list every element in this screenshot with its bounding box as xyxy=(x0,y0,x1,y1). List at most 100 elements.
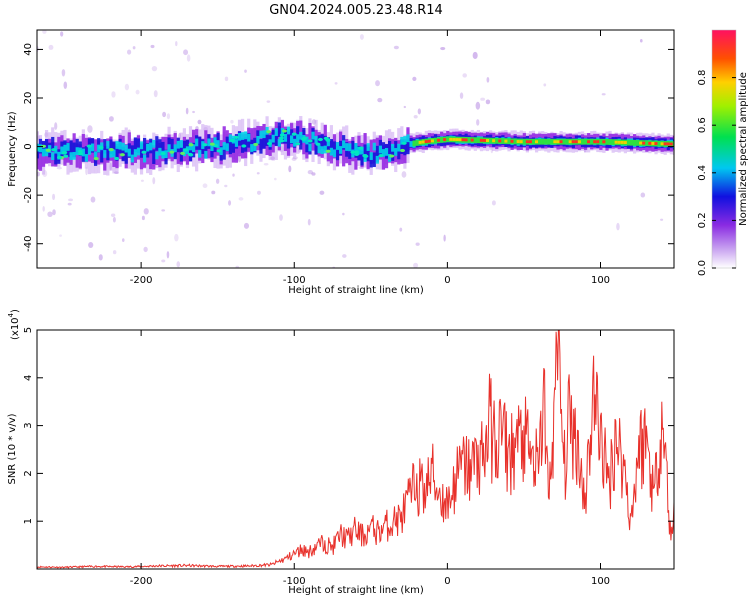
spectrogram-cell xyxy=(158,147,162,156)
spectrogram-core xyxy=(522,138,526,145)
spectrogram-cell xyxy=(311,131,315,140)
spectrogram-cell xyxy=(277,122,281,137)
svg-text:(x104): (x104) xyxy=(7,309,21,340)
spectrogram-cell xyxy=(72,151,76,160)
spectrogram-cell xyxy=(164,136,168,162)
spectrogram-cell xyxy=(381,149,386,157)
spectrogram-peak xyxy=(504,139,508,143)
spectrogram-blob xyxy=(323,136,329,140)
spectrogram-ytick-label: 0 xyxy=(23,143,34,149)
spectrogram-cell xyxy=(198,136,202,152)
spectrogram-cell xyxy=(234,138,239,163)
spectrogram-speckle xyxy=(56,166,62,170)
spectrogram-speckle xyxy=(459,92,464,99)
spectrogram-peak xyxy=(449,137,453,141)
spectrogram-cell xyxy=(124,149,128,164)
spectrogram-cell xyxy=(354,143,358,151)
spectrogram-cell xyxy=(155,151,159,160)
colorbar-label: Normalized spectral amplitude xyxy=(738,72,749,226)
spectrogram-speckle xyxy=(238,197,244,201)
spectrogram-speckle xyxy=(616,222,620,231)
spectrogram-speckle xyxy=(111,91,116,98)
spectrogram-cell xyxy=(146,143,150,152)
spectrogram-speckle xyxy=(319,190,325,195)
spectrogram-blob xyxy=(108,148,114,152)
spectrogram-cell xyxy=(317,145,321,154)
spectrogram-cell xyxy=(72,142,76,158)
spectrogram-cell xyxy=(158,139,162,154)
spectrogram-cell xyxy=(286,126,291,135)
spectrogram-peak xyxy=(427,139,431,143)
spectrogram-cell xyxy=(326,138,330,147)
spectrogram-cell xyxy=(210,143,214,152)
spectrogram-cell xyxy=(366,143,370,151)
spectrogram-cell xyxy=(112,149,116,158)
spectrogram-cell xyxy=(195,137,199,172)
spectrogram-core xyxy=(580,138,585,145)
spectrogram-speckle xyxy=(192,110,195,114)
spectrogram-cell xyxy=(41,140,46,156)
spectrogram-core xyxy=(590,138,594,145)
spectrogram-speckle xyxy=(342,254,347,258)
spectrogram-speckle xyxy=(440,46,446,51)
spectrogram-blob xyxy=(93,157,99,161)
spectrogram-cell xyxy=(342,142,346,167)
colorbar-frame xyxy=(711,29,737,269)
spectrogram-peak xyxy=(651,141,655,145)
snr-series-line xyxy=(37,330,674,569)
spectrogram-speckle xyxy=(48,44,54,50)
spectrogram-cell xyxy=(406,139,410,155)
spectrogram-speckle xyxy=(279,214,283,221)
spectrogram-peak xyxy=(455,138,459,142)
spectrogram-speckle xyxy=(417,108,421,115)
spectrogram-cell xyxy=(75,147,79,156)
spectrogram-cell xyxy=(164,150,168,159)
spectrogram-speckle xyxy=(42,30,47,34)
spectrogram-core xyxy=(636,140,640,146)
spectrogram-cell xyxy=(225,143,229,152)
spectrogram-cell xyxy=(299,134,303,150)
spectrogram-core xyxy=(507,138,511,145)
spectrogram-blob xyxy=(229,138,235,143)
spectrogram-speckle xyxy=(292,156,298,160)
spectrogram-cell xyxy=(90,143,95,152)
spectrogram-cell xyxy=(66,143,70,151)
spectrogram-speckle xyxy=(486,76,490,83)
spectrogram-cell xyxy=(372,142,376,151)
figure-title: GN04.2024.005.23.48.R14 xyxy=(269,3,443,18)
spectrogram-blob xyxy=(279,133,285,137)
colorbar: 0.0 0.2 0.4 0.6 0.8 Normalized spectral ampl… xyxy=(697,29,749,276)
spectrogram-core xyxy=(489,137,493,144)
spectrogram-peak xyxy=(574,140,578,144)
spectrogram-peak xyxy=(458,138,462,142)
spectrogram-cell xyxy=(222,145,226,160)
spectrogram-cell xyxy=(372,139,376,164)
spectrogram-cell xyxy=(332,141,337,156)
spectrogram-blob xyxy=(301,137,307,141)
spectrogram-speckle xyxy=(377,97,383,103)
spectrogram-speckle xyxy=(601,93,606,96)
spectrogram-blob xyxy=(77,149,83,154)
spectrogram-ytick-label: 20 xyxy=(23,92,34,105)
spectrogram-peak xyxy=(666,142,670,146)
spectrogram-cell xyxy=(381,145,386,170)
spectrogram-peak xyxy=(528,140,533,144)
spectrogram-blob xyxy=(401,141,407,145)
spectrogram-cell xyxy=(103,139,107,154)
spectrogram-speckle xyxy=(110,213,116,217)
spectrogram-cell xyxy=(338,146,343,154)
spectrogram-cell xyxy=(314,135,318,144)
spectrogram-speckle xyxy=(140,179,144,182)
spectrogram-speckle xyxy=(183,49,189,56)
spectrogram-cell xyxy=(317,135,321,150)
spectrogram-peak xyxy=(648,141,652,145)
spectrogram-cell xyxy=(149,142,153,151)
spectrogram-speckle xyxy=(403,105,407,109)
spectrogram-cell xyxy=(231,138,235,153)
snr-scale-prefix: (x10 xyxy=(10,317,21,340)
spectrogram-cell xyxy=(38,144,43,153)
spectrogram-cell xyxy=(369,152,373,160)
spectrogram-speckle xyxy=(211,190,216,195)
spectrogram-speckle xyxy=(176,261,181,268)
